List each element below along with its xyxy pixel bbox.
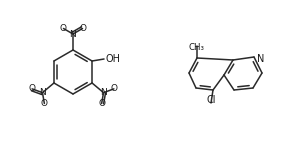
- Text: N: N: [257, 54, 264, 64]
- Text: O: O: [29, 84, 36, 93]
- Text: OH: OH: [105, 54, 120, 64]
- Text: N: N: [69, 29, 76, 38]
- Text: O: O: [110, 84, 117, 93]
- Text: O: O: [60, 24, 67, 33]
- Text: O: O: [79, 24, 86, 33]
- Text: O: O: [41, 99, 48, 108]
- Text: Cl: Cl: [206, 95, 216, 105]
- Text: CH₃: CH₃: [189, 43, 205, 52]
- Text: N: N: [100, 88, 107, 97]
- Text: N: N: [39, 88, 46, 97]
- Text: O: O: [98, 99, 105, 108]
